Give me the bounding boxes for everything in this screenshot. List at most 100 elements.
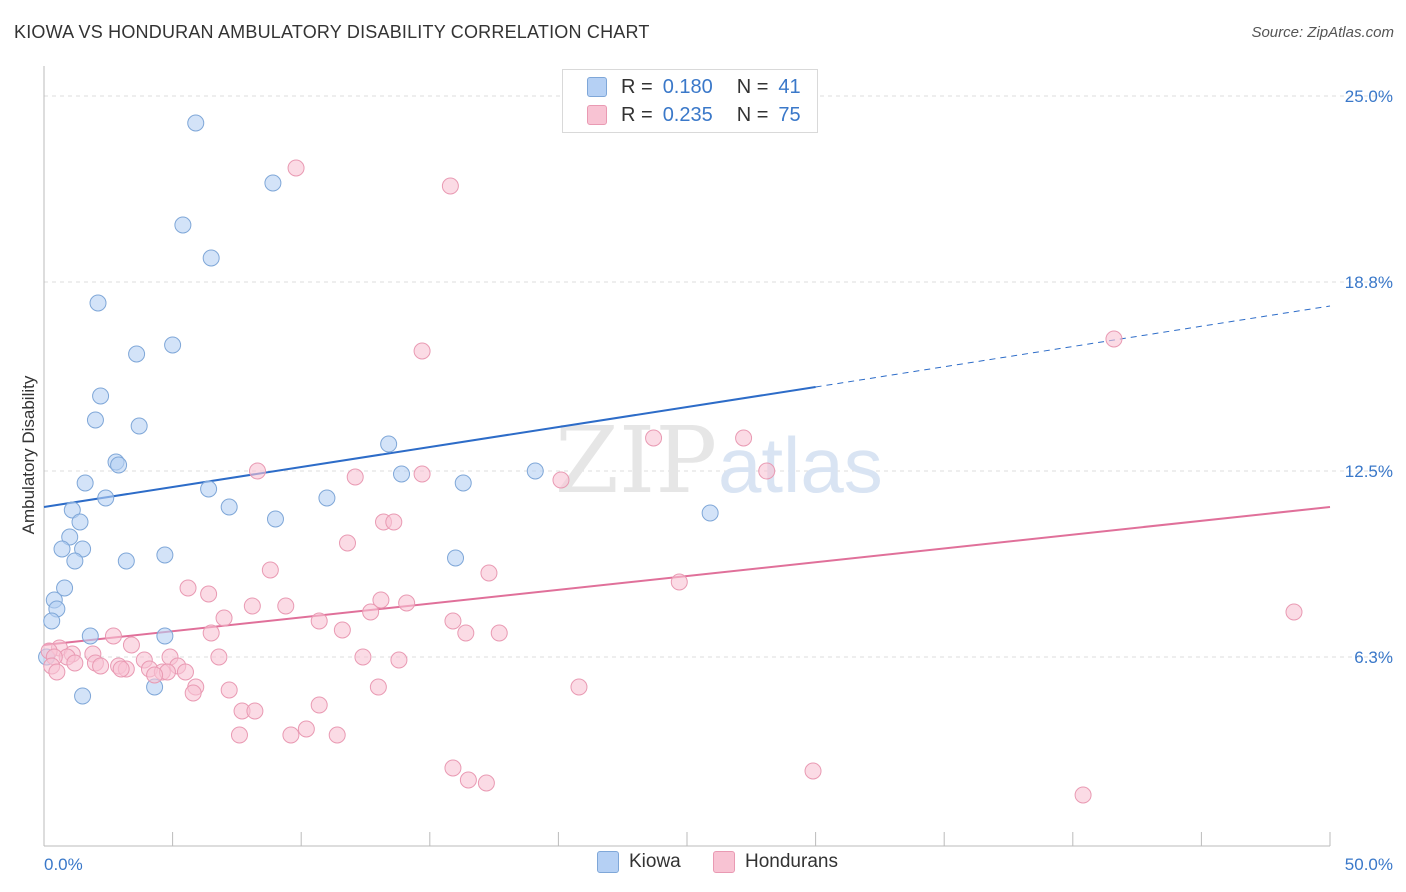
kiowa-point [117,552,135,570]
honduran-point [390,651,408,669]
source-credit: Source: ZipAtlas.com [1251,24,1394,41]
x-tick-label: 50.0% [1345,855,1393,874]
kiowa-point [200,480,218,498]
honduran-point [398,594,416,612]
honduran-point [477,774,495,792]
honduran-r-value: 0.235 [662,103,713,126]
honduran-point [441,177,459,195]
kiowa-point [130,417,148,435]
honduran-point [1285,603,1303,621]
kiowa-point [156,627,174,645]
honduran-trend-line [43,506,1331,646]
honduran-point [282,726,300,744]
kiowa-point [53,540,71,558]
honduran-point [210,648,228,666]
honduran-point [413,342,431,360]
kiowa-r-value: 0.180 [662,75,713,98]
kiowa-point [74,540,92,558]
honduran-point [1105,330,1123,348]
honduran-point [310,612,328,630]
kiowa-n-value: 41 [778,75,801,98]
kiowa-trend-extension [815,305,1331,388]
honduran-r-label: R = [621,103,653,126]
kiowa-point [380,435,398,453]
kiowa-point [89,294,107,312]
honduran-point [354,648,372,666]
kiowa-point [164,336,182,354]
honduran-point [333,621,351,639]
chart-title: KIOWA VS HONDURAN AMBULATORY DISABILITY … [14,22,650,42]
kiowa-point [76,474,94,492]
honduran-point [570,678,588,696]
gridlines [44,95,1392,658]
honduran-point [246,702,264,720]
honduran-point [310,696,328,714]
trend-lines [43,305,1331,646]
honduran-point [385,513,403,531]
bottom-kiowa-label: Kiowa [629,851,681,872]
kiowa-swatch [587,77,607,97]
honduran-point [444,612,462,630]
legend-row-kiowa: R = 0.180 N = 41 [587,74,801,100]
honduran-point [146,666,164,684]
watermark-zip: ZIP [555,407,717,514]
kiowa-point [447,549,465,567]
honduran-point [457,624,475,642]
honduran-swatch [587,105,607,125]
honduran-point [413,465,431,483]
y-tick-label: 12.5% [1345,462,1393,481]
honduran-point [804,762,822,780]
honduran-point [92,657,110,675]
honduran-point [362,603,380,621]
kiowa-point [92,387,110,405]
kiowa-point [86,411,104,429]
kiowa-point [66,552,84,570]
honduran-point [202,624,220,642]
kiowa-point [202,249,220,267]
honduran-point [277,597,295,615]
kiowa-point [174,216,192,234]
kiowa-point [220,498,238,516]
kiowa-point [266,510,284,528]
kiowa-point [318,489,336,507]
honduran-point [346,468,364,486]
honduran-point [48,663,66,681]
honduran-point [66,654,84,672]
bottom-honduran-swatch [713,851,735,873]
honduran-point [552,471,570,489]
bottom-legend-kiowa: Kiowa [597,851,681,873]
honduran-point [369,678,387,696]
kiowa-point [264,174,282,192]
kiowa-trend-line [43,386,816,508]
honduran-n-value: 75 [778,103,801,126]
bottom-honduran-label: Hondurans [745,851,838,872]
honduran-point [372,591,390,609]
honduran-point [261,561,279,579]
kiowa-point [71,513,89,531]
kiowa-n-label: N = [736,75,769,98]
honduran-point [230,726,248,744]
kiowa-point [81,627,99,645]
bottom-kiowa-swatch [597,851,619,873]
stats-legend: R = 0.180 N = 41 R = 0.235 N = 75 [562,69,818,133]
honduran-point [200,585,218,603]
honduran-point [287,159,305,177]
honduran-point [243,597,261,615]
axes [43,66,1331,847]
kiowa-point [63,501,81,519]
honduran-point [297,720,315,738]
kiowa-point [454,474,472,492]
honduran-point [735,429,753,447]
honduran-point [176,663,194,681]
honduran-point [215,609,233,627]
kiowa-point [110,456,128,474]
kiowa-point [526,462,544,480]
bottom-legend-hondurans: Hondurans [713,851,838,873]
honduran-point [758,462,776,480]
y-tick-label: 6.3% [1354,648,1393,667]
kiowa-point [128,345,146,363]
kiowa-point [393,465,411,483]
honduran-point [338,534,356,552]
honduran-point [248,462,266,480]
